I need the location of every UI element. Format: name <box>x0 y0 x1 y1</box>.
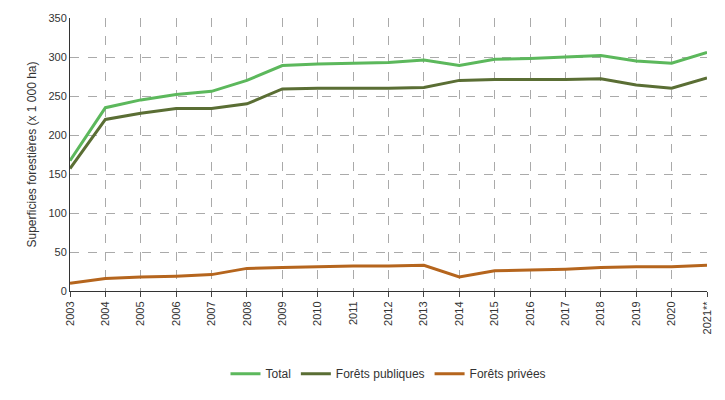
svg-text:250: 250 <box>48 90 66 102</box>
svg-text:150: 150 <box>48 168 66 180</box>
svg-text:2006: 2006 <box>170 301 182 325</box>
svg-text:2017: 2017 <box>559 301 571 325</box>
svg-text:2011: 2011 <box>347 301 359 325</box>
svg-text:2004: 2004 <box>99 301 111 325</box>
svg-text:2009: 2009 <box>276 301 288 325</box>
svg-text:2003: 2003 <box>64 301 76 325</box>
svg-text:0: 0 <box>61 285 67 297</box>
svg-text:Forêts publiques: Forêts publiques <box>336 367 425 381</box>
svg-text:2016: 2016 <box>524 301 536 325</box>
svg-text:Total: Total <box>266 367 291 381</box>
svg-text:2021**: 2021** <box>701 301 713 335</box>
svg-text:2018: 2018 <box>594 301 606 325</box>
svg-text:Superficies forestières (x 1 0: Superficies forestières (x 1 000 ha) <box>25 61 39 247</box>
svg-text:2020: 2020 <box>665 301 677 325</box>
svg-text:2008: 2008 <box>241 301 253 325</box>
svg-text:2005: 2005 <box>134 301 146 325</box>
svg-text:100: 100 <box>48 207 66 219</box>
svg-text:2013: 2013 <box>417 301 429 325</box>
svg-text:350: 350 <box>48 12 66 24</box>
svg-text:Forêts privées: Forêts privées <box>470 367 546 381</box>
svg-text:2019: 2019 <box>630 301 642 325</box>
svg-text:50: 50 <box>55 246 67 258</box>
svg-text:2012: 2012 <box>382 301 394 325</box>
svg-text:2014: 2014 <box>453 301 465 325</box>
svg-text:2015: 2015 <box>488 301 500 325</box>
svg-text:2010: 2010 <box>311 301 323 325</box>
svg-text:2007: 2007 <box>205 301 217 325</box>
svg-text:200: 200 <box>48 129 66 141</box>
svg-text:300: 300 <box>48 51 66 63</box>
